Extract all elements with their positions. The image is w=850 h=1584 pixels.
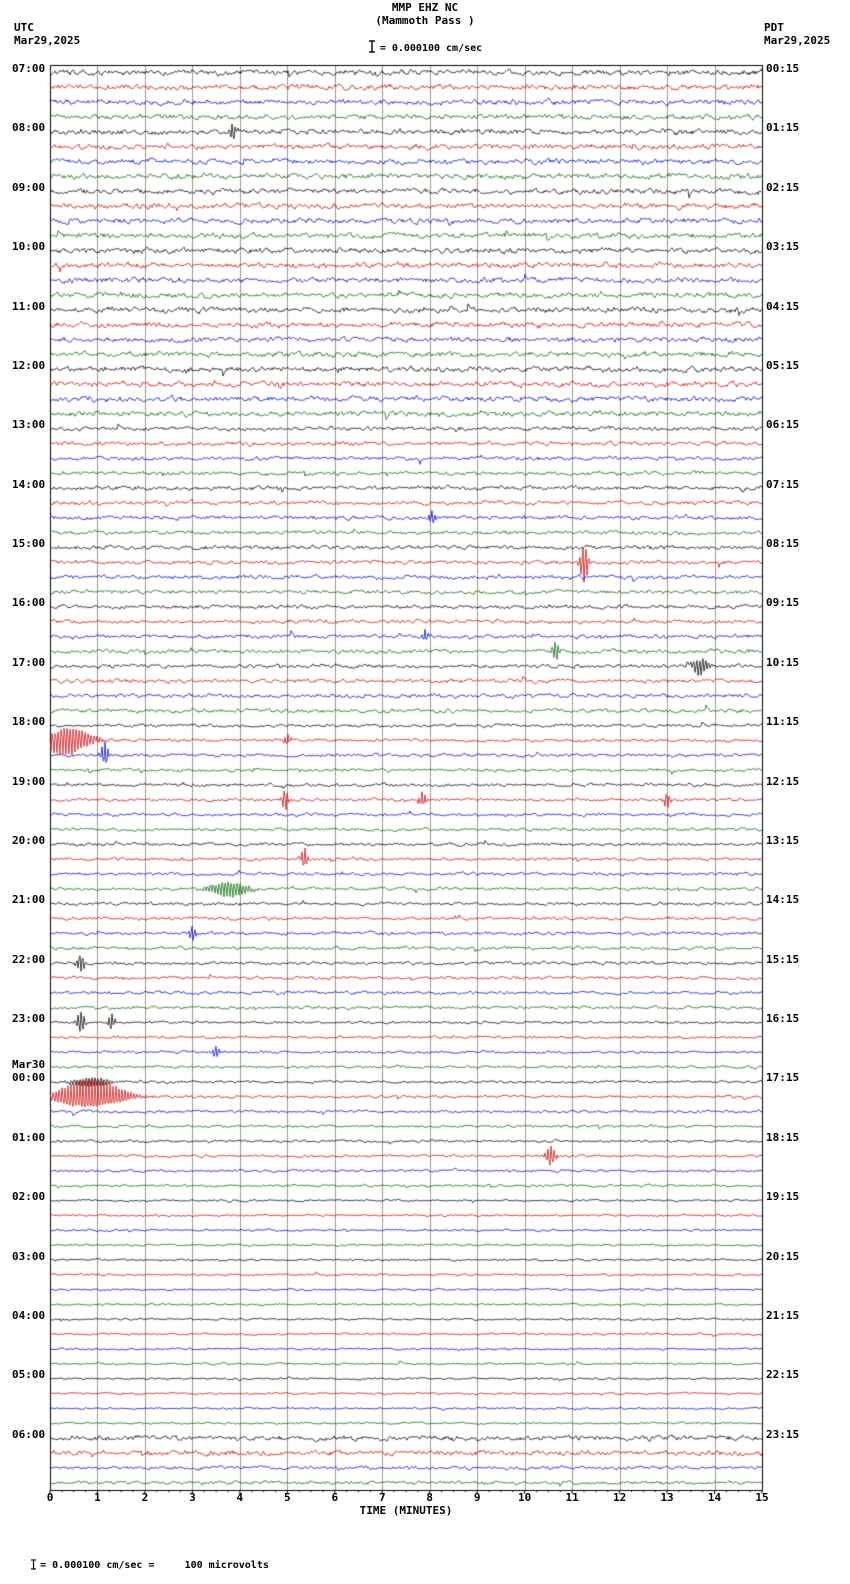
x-tick-label: 10 [518,1491,532,1504]
utc-hour-label: 05:00 [12,1368,46,1382]
x-axis-title: TIME (MINUTES) [359,1504,453,1517]
utc-hour-label: 15:00 [12,537,46,550]
pdt-time-label: 19:15 [766,1190,800,1204]
pdt-time-label: 10:15 [766,655,800,669]
x-tick-label: 4 [236,1491,244,1504]
x-tick-label: 14 [707,1491,722,1504]
pdt-time-label: 00:15 [766,62,800,75]
x-tick-label: 15 [755,1491,769,1504]
x-tick-label: 0 [46,1491,54,1504]
pdt-time-label: 01:15 [766,121,800,135]
pdt-time-label: 04:15 [766,299,800,313]
pdt-time-label: 21:15 [766,1308,800,1322]
pdt-time-label: 18:15 [766,1130,800,1144]
utc-hour-label: 08:00 [12,121,46,135]
utc-hour-label: 17:00 [12,655,46,669]
pdt-time-label: 02:15 [766,180,800,194]
pdt-time-label: 17:15 [766,1071,800,1085]
pdt-time-label: 11:15 [766,715,800,729]
pdt-time-label: 23:15 [766,1427,800,1441]
pdt-time-label: 16:15 [766,1012,800,1025]
x-tick-label: 11 [565,1491,579,1504]
pdt-time-label: 20:15 [766,1249,800,1263]
x-tick-label: 2 [141,1491,149,1504]
footer-scale-text: = 0.000100 cm/sec = 100 microvolts [40,1560,269,1571]
pdt-time-label: 09:15 [766,596,800,610]
pdt-time-label: 15:15 [766,952,800,966]
utc-hour-label: 21:00 [12,893,46,907]
utc-hour-label: 06:00 [12,1427,46,1441]
utc-hour-label: 10:00 [12,240,46,254]
x-tick-label: 5 [284,1491,291,1504]
utc-hour-label: 02:00 [12,1190,46,1204]
utc-hour-label: 12:00 [12,358,46,372]
pdt-time-label: 07:15 [766,477,800,491]
x-tick-label: 6 [331,1491,339,1504]
x-tick-label: 1 [94,1491,101,1504]
utc-hour-label: 09:00 [12,180,46,194]
date-break-label: Mar30 [12,1058,46,1072]
footer-ibeam-icon [31,1559,37,1570]
pdt-time-label: 12:15 [766,774,800,788]
utc-hour-label: 07:00 [12,62,46,75]
utc-hour-label: 14:00 [12,477,46,491]
x-tick-label: 7 [378,1491,386,1504]
utc-hour-label: 11:00 [12,299,46,313]
utc-hour-label: 03:00 [12,1249,46,1263]
x-tick-label: 3 [189,1491,196,1504]
utc-hour-label: 19:00 [12,774,46,788]
footer-scale: = 0.000100 cm/sec = 100 microvolts [6,1548,269,1582]
utc-hour-label: 01:00 [12,1130,46,1144]
utc-hour-label: 22:00 [12,952,46,966]
pdt-time-label: 14:15 [766,893,800,907]
pdt-time-label: 22:15 [766,1368,800,1382]
x-tick-label: 8 [426,1491,434,1504]
utc-hour-label: 04:00 [12,1308,46,1322]
x-tick-label: 9 [473,1491,481,1504]
pdt-time-label: 06:15 [766,418,800,432]
utc-hour-label: 13:00 [12,418,46,432]
pdt-time-label: 08:15 [766,537,800,550]
utc-hour-label: 20:00 [12,833,46,847]
utc-hour-label: 16:00 [12,596,46,610]
x-tick-label: 13 [660,1491,674,1504]
utc-hour-label: 23:00 [12,1012,46,1025]
x-tick-label: 12 [612,1491,627,1504]
utc-hour-label: 18:00 [12,715,46,729]
pdt-time-label: 13:15 [766,833,800,847]
pdt-time-label: 05:15 [766,358,800,372]
utc-hour-label: 00:00 [12,1071,46,1085]
pdt-time-label: 03:15 [766,240,800,254]
